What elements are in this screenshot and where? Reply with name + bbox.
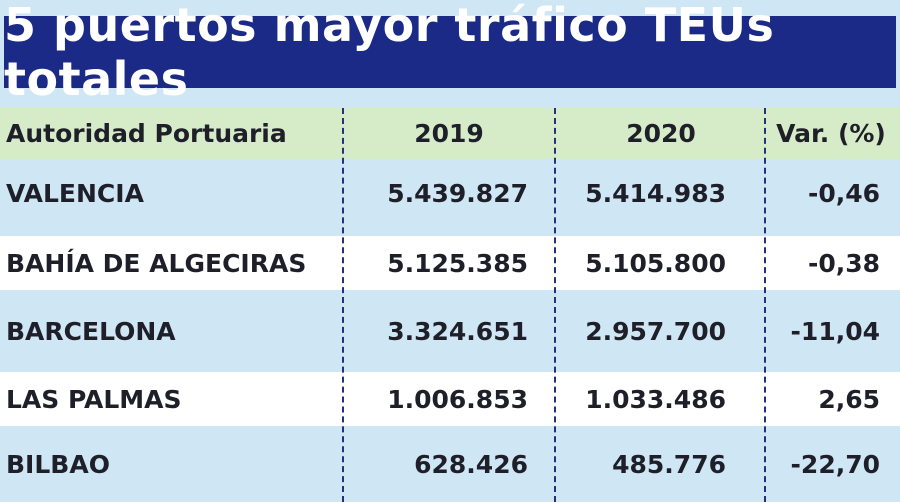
table-row: LAS PALMAS 1.006.853 1.033.486 2,65: [0, 372, 900, 426]
header-cell: 2019: [414, 119, 484, 148]
table-row: BILBAO 628.426 485.776 -22,70: [0, 426, 900, 502]
table-cell: 2.957.700: [585, 316, 726, 346]
table-title: 5 puertos mayor tráfico TEUs totales: [4, 0, 896, 106]
table-header-row: Autoridad Portuaria 2019 2020 Var. (%): [0, 108, 900, 159]
column-divider: [342, 108, 344, 502]
table-cell: 5.414.983: [585, 178, 726, 208]
header-cell: Var. (%): [776, 119, 886, 148]
header-cell: Autoridad Portuaria: [6, 119, 287, 148]
table-cell: 5.125.385: [387, 248, 528, 278]
header-cell: 2020: [626, 119, 696, 148]
table-row: VALENCIA 5.439.827 5.414.983 -0,46: [0, 159, 900, 227]
table-cell: BILBAO: [6, 449, 110, 479]
table-cell: -22,70: [790, 449, 880, 479]
table-cell: 628.426: [414, 449, 528, 479]
table-cell: 3.324.651: [387, 316, 528, 346]
table-cell: BAHÍA DE ALGECIRAS: [6, 248, 307, 278]
table-row: BAHÍA DE ALGECIRAS 5.125.385 5.105.800 -…: [0, 236, 900, 290]
table-cell: -0,46: [807, 178, 880, 208]
table-cell: LAS PALMAS: [6, 384, 182, 414]
table-cell: -11,04: [790, 316, 880, 346]
table-cell: 1.033.486: [585, 384, 726, 414]
column-divider: [554, 108, 556, 502]
table-cell: 1.006.853: [387, 384, 528, 414]
table-cell: 5.105.800: [585, 248, 726, 278]
table-cell: BARCELONA: [6, 316, 176, 346]
table-cell: 485.776: [612, 449, 726, 479]
table-cell: VALENCIA: [6, 178, 144, 208]
column-divider: [764, 108, 766, 502]
table-cell: 5.439.827: [387, 178, 528, 208]
table-cell: -0,38: [807, 248, 880, 278]
table-row: BARCELONA 3.324.651 2.957.700 -11,04: [0, 290, 900, 372]
table-cell: 2,65: [818, 384, 880, 414]
data-table: Autoridad Portuaria 2019 2020 Var. (%) V…: [0, 108, 900, 502]
